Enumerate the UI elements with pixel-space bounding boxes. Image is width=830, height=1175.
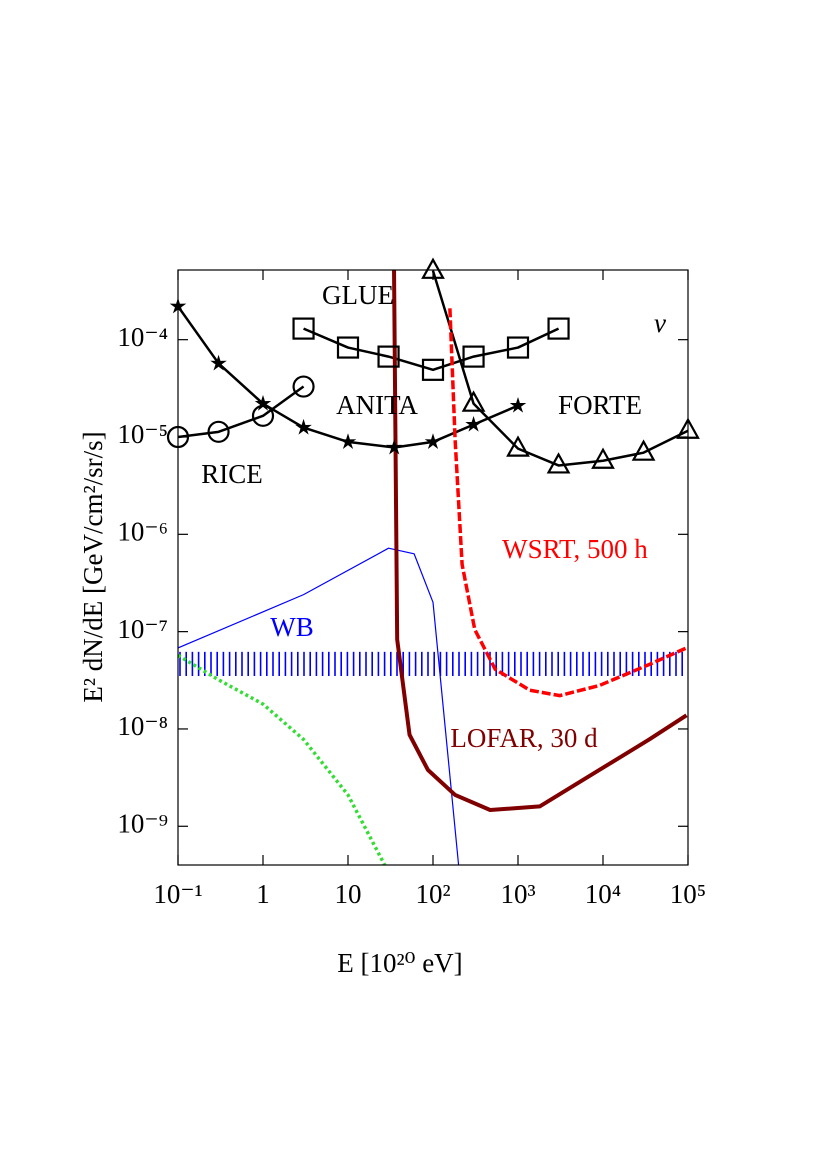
y-tick-label: 10⁻⁹ bbox=[117, 808, 168, 838]
y-tick-label: 10⁻⁸ bbox=[117, 711, 168, 741]
marker bbox=[166, 425, 190, 449]
marker bbox=[546, 452, 571, 474]
series-line bbox=[448, 308, 688, 698]
marker bbox=[461, 390, 486, 412]
series-label: WSRT, 500 h bbox=[502, 534, 648, 564]
series-label: RICE bbox=[201, 459, 263, 489]
marker bbox=[462, 345, 485, 368]
series-label: GLUE bbox=[322, 280, 394, 310]
series-line bbox=[178, 385, 305, 439]
y-tick-label: 10⁻⁶ bbox=[117, 517, 168, 547]
marker bbox=[421, 257, 445, 279]
series-line bbox=[303, 327, 560, 372]
marker bbox=[292, 375, 315, 398]
x-axis-label: E [10²⁰ eV] bbox=[337, 948, 462, 978]
series-line bbox=[178, 653, 387, 865]
y-tick-label: 10⁻⁴ bbox=[117, 322, 168, 352]
marker bbox=[509, 396, 527, 413]
marker bbox=[207, 420, 230, 443]
marker bbox=[377, 345, 400, 368]
marker bbox=[336, 336, 360, 359]
marker bbox=[292, 317, 315, 340]
x-tick-label: 10³ bbox=[500, 879, 535, 909]
marker bbox=[254, 394, 272, 411]
y-tick-label: 10⁻⁷ bbox=[117, 614, 168, 644]
marker bbox=[506, 336, 530, 359]
marker bbox=[465, 415, 482, 432]
series-line bbox=[431, 270, 688, 467]
marker bbox=[424, 433, 442, 449]
y-axis-label: E² dN/dE [GeV/cm²/sr/s] bbox=[78, 431, 108, 702]
marker bbox=[547, 317, 570, 340]
x-tick-label: 1 bbox=[256, 879, 270, 909]
band-label: WB bbox=[270, 612, 314, 642]
y-tick-label: 10⁻⁵ bbox=[117, 419, 168, 449]
series-label: ANITA bbox=[336, 390, 418, 420]
series-label: FORTE bbox=[558, 390, 642, 420]
marker bbox=[169, 297, 187, 314]
marker bbox=[421, 358, 445, 381]
marker bbox=[591, 447, 615, 469]
marker bbox=[210, 354, 227, 371]
marker bbox=[631, 439, 656, 461]
x-tick-label: 10⁻¹ bbox=[153, 879, 202, 909]
series-label: LOFAR, 30 d bbox=[450, 723, 598, 753]
annotation: ν bbox=[654, 308, 666, 338]
marker bbox=[385, 438, 403, 455]
x-tick-label: 10⁴ bbox=[585, 879, 621, 909]
series-line bbox=[178, 547, 460, 865]
marker bbox=[676, 417, 700, 439]
x-tick-label: 10² bbox=[415, 879, 450, 909]
x-tick-label: 10 bbox=[335, 879, 362, 909]
marker bbox=[339, 433, 357, 449]
marker bbox=[506, 435, 530, 457]
series-line bbox=[392, 270, 688, 812]
marker bbox=[295, 418, 312, 435]
x-tick-label: 10⁵ bbox=[670, 879, 706, 909]
